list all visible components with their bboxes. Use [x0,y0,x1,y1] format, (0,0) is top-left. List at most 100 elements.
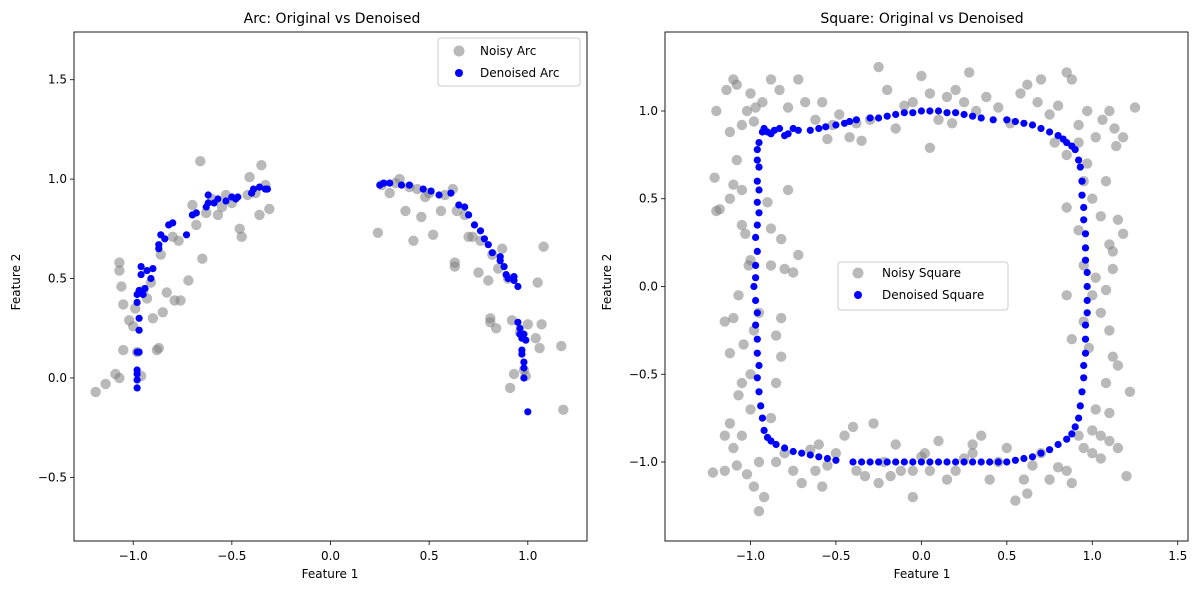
arc-denoised-point [192,209,200,217]
arc-noisy-point [483,275,494,286]
square-denoised-point [752,321,760,329]
arc-denoised-point [255,183,264,191]
square-noisy-point [817,97,828,108]
arc-legend-marker-denoised [455,69,463,77]
square-noisy-point [1124,386,1136,397]
square-noisy-point [1015,88,1026,99]
square-noisy-point [950,84,961,96]
arc-ylabel: Feature 2 [9,254,23,311]
arc-noisy-point [114,257,125,268]
square-noisy-point [1061,202,1072,213]
square-denoised-point [1080,216,1088,224]
arc-denoised-point [500,263,508,271]
square-ytick-label: −0.5 [629,367,658,381]
arc-noisy-point [558,404,569,415]
square-noisy-point [810,114,821,126]
arc-noisy-point [161,287,172,298]
square-noisy-point [1061,149,1072,161]
square-noisy-point [890,439,901,450]
square-noisy-point [847,421,859,433]
arc-denoised-point [488,249,496,257]
square-ytick-label: 0.5 [639,192,658,206]
square-denoised-point [1081,349,1090,357]
square-noisy-point [993,102,1004,113]
arc-noisy-point [467,231,478,242]
square-noisy-point [859,470,871,482]
square-noisy-point [984,474,995,485]
square-noisy-point [745,255,756,266]
square-noisy-point [733,290,744,301]
arc-denoised-point [182,231,191,239]
arc-noisy-point [114,265,125,276]
square-ytick-label: 0.0 [639,280,658,294]
square-xtick-label: 0.0 [912,549,931,563]
arc-denoised-point [520,364,528,372]
arc-noisy-point [534,342,545,354]
square-noisy-point [1100,176,1112,187]
square-denoised-point [1083,268,1091,277]
square-denoised-point [943,109,951,117]
square-denoised-point [892,110,900,119]
arc-denoised-point [465,211,473,219]
square-denoised-point [846,117,854,126]
arc-denoised-point [496,257,504,265]
square-denoised-point [1054,132,1062,140]
square-denoised-point [753,221,761,229]
arc-denoised-point [133,348,141,356]
square-noisy-point [950,465,961,476]
arc-denoised-point [204,191,212,199]
arc-ytick-label: 0.0 [48,371,67,385]
square-denoised-point [755,388,763,396]
square-noisy-point [822,133,833,145]
square-noisy-point [933,114,944,126]
arc-legend-label-denoised: Denoised Arc [480,66,559,80]
arc-noisy-point [90,386,101,398]
square-denoised-point [875,458,883,466]
square-denoised-point [858,458,866,466]
square-noisy-point [1061,465,1072,476]
arc-noisy-point [236,231,247,242]
square-denoised-point [752,274,760,282]
square-noisy-point [1090,272,1101,283]
square-denoised-point [1078,191,1086,199]
square-noisy-point [724,126,736,138]
arc-denoised-point [161,235,169,243]
square-noisy-point [1066,74,1078,85]
square-noisy-point [1095,453,1107,464]
square-noisy-point [1066,477,1078,489]
square-denoised-point [753,374,761,382]
arc-noisy-point [191,219,202,231]
square-denoised-point [1037,124,1045,133]
arc-noisy-point [427,229,439,240]
square-denoised-point [986,458,994,466]
square-denoised-point [806,126,814,134]
square-denoised-point [1028,453,1037,461]
arc-noisy-point [100,378,111,390]
arc-denoised-point [435,191,443,199]
square-denoised-point [1078,388,1086,396]
square-noisy-point [1073,137,1084,148]
square-denoised-point [1080,374,1088,382]
square-denoised-point [883,112,891,120]
arc-denoised-point [135,326,143,334]
square-noisy-point [1001,442,1012,454]
square-denoised-point [909,458,917,466]
square-denoised-point [866,458,874,466]
arc-title: Arc: Original vs Denoised [244,11,421,27]
square-xlabel: Feature 1 [894,567,951,581]
square-noisy-point [1087,448,1098,459]
arc-denoised-point [234,193,242,201]
square-noisy-point [976,430,987,441]
arc-noisy-point [416,211,427,223]
square-noisy-point [745,404,756,415]
arc-noisy-point [201,207,212,219]
square-noisy-point [728,312,739,324]
square-denoised-point [753,335,761,343]
square-denoised-point [849,458,857,466]
square-denoised-point [900,109,908,117]
arc-noisy-point [536,319,547,330]
arc-denoised-point [427,187,435,195]
square-denoised-point [832,121,840,129]
square-denoised-point [892,458,900,466]
square-denoised-point [1075,156,1083,164]
